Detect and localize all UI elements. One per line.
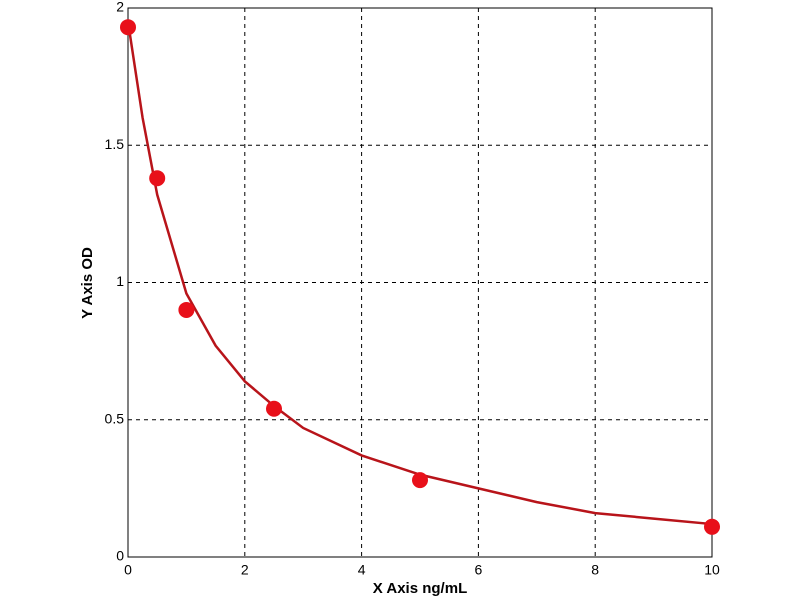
data-point: [412, 472, 428, 489]
y-tick-label: 0.5: [105, 410, 125, 426]
x-tick-label: 8: [591, 562, 599, 578]
x-tick-label: 0: [124, 562, 132, 578]
x-axis-title: X Axis ng/mL: [373, 580, 467, 597]
y-tick-label: 1: [116, 273, 124, 289]
y-tick-label: 1.5: [105, 136, 125, 152]
y-tick-label: 2: [116, 0, 124, 15]
y-tick-label: 0: [116, 548, 124, 564]
plot-frame: [127, 7, 713, 558]
data-point: [266, 400, 282, 417]
x-tick-label: 4: [358, 562, 366, 578]
x-tick-label: 2: [241, 562, 249, 578]
data-point: [149, 170, 166, 187]
x-tick-label: 10: [704, 562, 720, 578]
fit-curve: [126, 21, 713, 526]
data-point: [178, 301, 195, 318]
data-point: [704, 518, 720, 535]
x-tick-label: 6: [475, 562, 483, 578]
y-axis-title: Y Axis OD: [79, 247, 96, 319]
data-point: [120, 19, 136, 36]
